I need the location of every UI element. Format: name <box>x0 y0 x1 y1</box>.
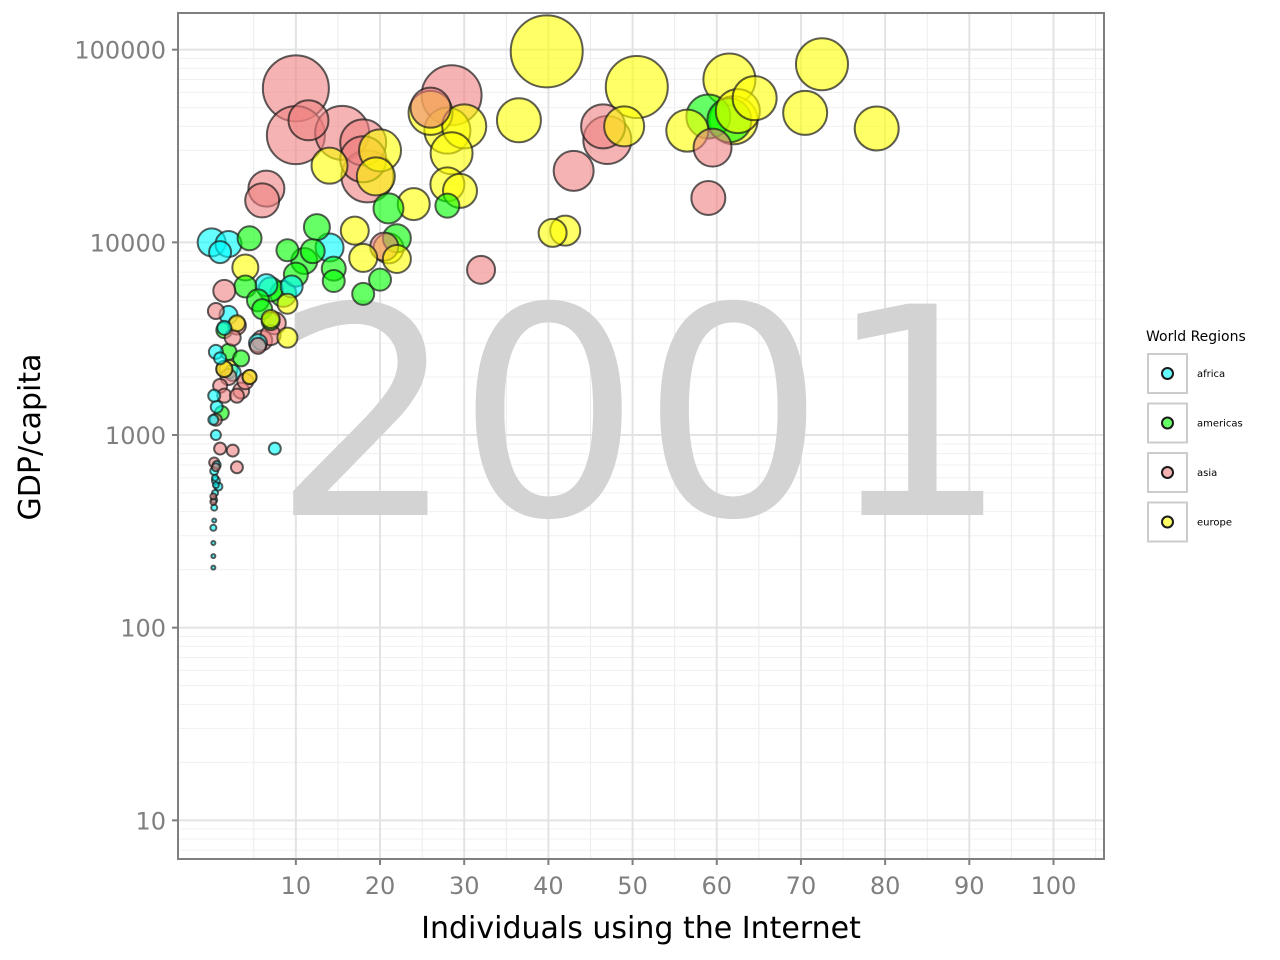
point-africa <box>208 240 233 265</box>
point-africa <box>216 319 233 336</box>
point-asia <box>466 254 497 285</box>
point-europe <box>339 215 370 246</box>
point-asia <box>244 182 281 219</box>
point-asia <box>210 462 221 473</box>
y-axis-title: GDP/capita <box>13 354 48 521</box>
point-europe <box>495 97 542 144</box>
point-asia <box>692 127 733 168</box>
y-tick-label: 10 <box>135 807 166 835</box>
point-asia <box>212 278 237 303</box>
x-tick-label: 20 <box>365 872 396 900</box>
point-asia <box>409 86 452 129</box>
point-africa <box>211 517 218 524</box>
legend-marker-asia <box>1161 466 1174 479</box>
y-tick-label: 1000 <box>105 422 166 450</box>
data-points <box>196 14 900 571</box>
point-africa <box>209 429 222 442</box>
point-europe <box>276 292 299 315</box>
y-tick-label: 100 <box>120 615 166 643</box>
x-tick-label: 10 <box>281 872 312 900</box>
point-europe <box>276 326 299 349</box>
point-africa <box>210 540 217 547</box>
x-tick-label: 60 <box>701 872 732 900</box>
x-tick-label: 90 <box>954 872 985 900</box>
point-africa <box>267 441 282 456</box>
legend-label-africa: africa <box>1197 369 1225 380</box>
point-americas <box>299 238 326 265</box>
year-annotation: 2001 <box>272 247 1010 584</box>
point-africa <box>207 388 222 403</box>
point-africa <box>211 481 220 490</box>
point-americas <box>236 225 263 252</box>
point-asia <box>229 460 244 475</box>
legend-title: World Regions <box>1146 329 1246 345</box>
point-americas <box>302 213 331 242</box>
point-americas <box>372 192 405 225</box>
point-africa <box>211 473 220 482</box>
point-europe <box>794 37 849 92</box>
point-asia <box>213 441 228 456</box>
x-axis-ticks: 10 20 30 40 50 60 70 80 90 100 <box>281 859 1077 900</box>
point-europe <box>241 369 258 386</box>
major-grid <box>178 13 1104 859</box>
x-tick-label: 30 <box>449 872 480 900</box>
point-americas <box>275 238 300 263</box>
point-asia <box>287 99 330 142</box>
point-africa <box>209 523 218 532</box>
point-europe <box>260 309 281 330</box>
legend-marker-africa <box>1161 367 1174 380</box>
point-asia <box>690 179 727 216</box>
x-tick-label: 100 <box>1031 872 1077 900</box>
y-tick-label: 10000 <box>90 229 166 257</box>
point-asia <box>206 302 225 321</box>
legend-label-europe: europe <box>1197 518 1232 529</box>
x-axis-title: Individuals using the Internet <box>421 911 861 946</box>
x-tick-label: 40 <box>533 872 564 900</box>
point-asia <box>225 443 240 458</box>
point-americas <box>321 268 346 293</box>
legend-label-americas: americas <box>1197 419 1243 430</box>
y-tick-label: 100000 <box>74 37 166 65</box>
legend: World Regions africa americas asia europe <box>1146 329 1246 543</box>
point-africa <box>213 351 228 366</box>
point-africa <box>210 553 217 560</box>
legend-marker-americas <box>1161 416 1174 430</box>
point-americas <box>434 192 461 219</box>
legend-marker-europe <box>1161 515 1174 529</box>
point-africa <box>207 413 220 426</box>
point-europe <box>381 243 412 274</box>
x-tick-label: 70 <box>786 872 817 900</box>
point-asia <box>209 492 218 501</box>
point-europe <box>537 217 568 248</box>
point-europe <box>782 89 829 136</box>
point-africa <box>209 399 224 414</box>
point-americas <box>368 267 393 292</box>
point-europe <box>731 75 778 122</box>
point-europe <box>603 105 646 148</box>
point-asia <box>228 387 245 404</box>
point-europe <box>348 242 379 273</box>
point-americas <box>232 349 251 368</box>
point-africa <box>210 564 217 571</box>
y-axis-ticks: 10 100 1000 10000 100000 <box>74 37 178 835</box>
point-asia <box>248 336 267 355</box>
x-tick-label: 80 <box>870 872 901 900</box>
point-europe <box>310 146 349 185</box>
point-europe <box>355 156 396 197</box>
legend-label-asia: asia <box>1197 468 1217 479</box>
point-europe <box>509 14 584 89</box>
point-americas <box>351 281 376 306</box>
x-tick-label: 50 <box>617 872 648 900</box>
point-asia <box>552 149 595 192</box>
point-europe <box>853 105 900 152</box>
